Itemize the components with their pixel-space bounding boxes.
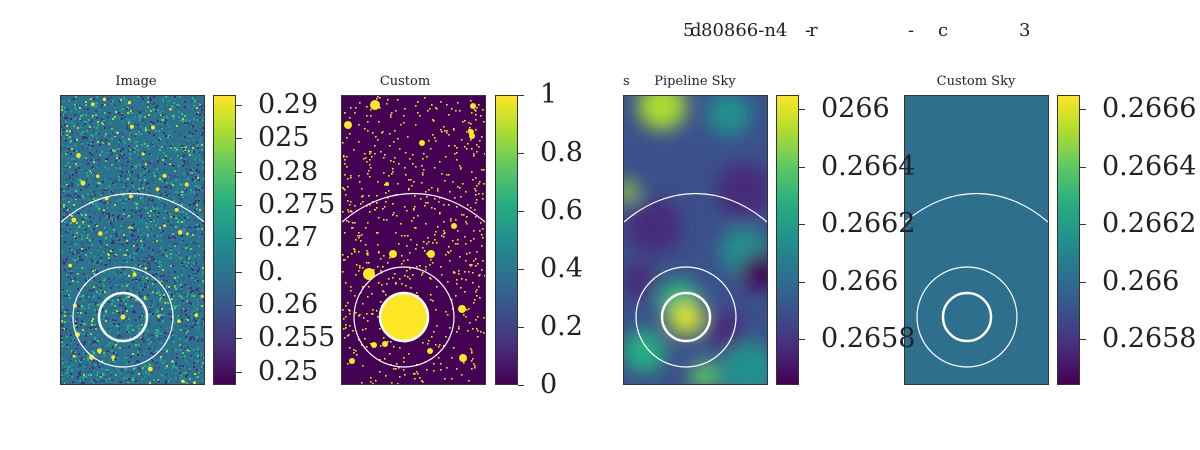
colorbar-custom-sky [1057, 95, 1080, 385]
colorbar-tick-label: 0.2666 [1102, 93, 1197, 125]
outer-annulus-arc [905, 192, 1048, 223]
custom-mask-panel [341, 95, 486, 385]
figure-title-fragment: - [908, 20, 915, 41]
figure-title-fragment: 3 [1019, 20, 1031, 41]
aperture-circle [378, 291, 430, 343]
colorbar-tick-label: 0266 [821, 93, 890, 125]
colorbar-tick [518, 211, 524, 212]
annulus-circle [635, 266, 737, 368]
figure-title-fragment: - [805, 20, 812, 41]
panel-title-pipeline-sky: Pipeline Sky [654, 74, 736, 89]
colorbar-tick-label: 0 [540, 369, 558, 400]
colorbar-tick [518, 269, 524, 270]
colorbar-tick-label: 0.6 [540, 195, 583, 226]
custom-sky-panel [904, 95, 1049, 385]
colorbar-tick-label: 0.29 [258, 89, 319, 120]
sky-variations [624, 96, 767, 384]
pipeline-sky-panel [623, 95, 768, 385]
colorbar-tick [799, 282, 805, 283]
colorbar-tick-label: 0.2658 [1102, 323, 1197, 355]
colorbar-pipeline-sky [776, 95, 799, 385]
figure-title-fragment: r [809, 20, 818, 41]
colorbar-tick-label: 0.25 [258, 355, 319, 387]
colorbar-tick [518, 153, 524, 154]
colorbar-tick [236, 338, 242, 339]
panel-title-image: Image [115, 74, 157, 89]
colorbar-tick [518, 385, 524, 386]
colorbar-tick [518, 327, 524, 328]
colorbar-tick [236, 272, 242, 273]
outer-annulus-arc [61, 192, 204, 223]
panel-title-prefix: s [623, 74, 630, 89]
colorbar-tick [1080, 339, 1086, 340]
colorbar-tick-label: 025 [258, 122, 310, 154]
annulus-circle [72, 266, 174, 368]
colorbar-tick-label: 0.266 [1102, 265, 1180, 297]
colorbar-tick [799, 224, 805, 225]
annulus-circle [916, 266, 1018, 368]
colorbar-tick-label: 0.2658 [821, 323, 916, 355]
colorbar-tick [1080, 109, 1086, 110]
colorbar-tick [1080, 224, 1086, 225]
colorbar-tick-label: 0.28 [258, 155, 319, 187]
flat-sky-background [905, 96, 1048, 384]
colorbar-tick-label: 0.27 [258, 222, 319, 254]
mask-background [342, 96, 485, 384]
colorbar-tick-label: 0.2664 [1102, 150, 1197, 182]
colorbar-tick-label: 0.255 [258, 322, 336, 354]
image-panel [60, 95, 205, 385]
figure-title-fragment: 5 [683, 20, 695, 41]
colorbar-tick-label: 0.8 [540, 137, 583, 168]
annulus-circle [353, 266, 455, 368]
colorbar-tick [236, 372, 242, 373]
colorbar-tick-label: 0. [258, 255, 284, 287]
colorbar-tick-label: 0.2662 [821, 208, 916, 240]
colorbar-tick [236, 238, 242, 239]
colorbar-tick [518, 95, 524, 96]
colorbar-tick-label: 0.26 [258, 289, 319, 320]
colorbar-tick [236, 172, 242, 173]
mask-pixels [342, 96, 485, 384]
colorbar-image [213, 95, 236, 385]
figure-title-fragment: d [690, 20, 702, 41]
colorbar-custom [495, 95, 518, 385]
colorbar-tick [799, 109, 805, 110]
central-source [120, 314, 126, 320]
colorbar-tick [236, 205, 242, 206]
figure-title-fragment: 80866-n4 [701, 20, 788, 41]
colorbar-tick-label: 0.275 [258, 189, 336, 220]
outer-annulus-arc [624, 192, 767, 223]
masked-sources [344, 100, 476, 364]
colorbar-tick-label: 0.266 [821, 265, 899, 297]
aperture-circle [97, 291, 149, 343]
colorbar-tick-label: 0.2662 [1102, 208, 1197, 240]
colorbar-tick-label: 0.4 [540, 253, 583, 284]
colorbar-tick [799, 167, 805, 168]
panel-title-custom-sky: Custom Sky [936, 74, 1016, 89]
outer-annulus-arc [342, 192, 485, 223]
aperture-circle [660, 291, 712, 343]
colorbar-tick [1080, 167, 1086, 168]
aperture-circle [941, 291, 993, 343]
panel-title-custom: Custom [379, 74, 431, 89]
colorbar-tick [236, 305, 242, 306]
figure-title-fragment: c [938, 20, 949, 41]
colorbar-tick [799, 339, 805, 340]
colorbar-tick [1080, 282, 1086, 283]
colorbar-tick [236, 105, 242, 106]
masked-central-source [379, 292, 429, 342]
noise-pixels [61, 96, 204, 384]
colorbar-tick-label: 1 [540, 79, 558, 110]
colorbar-tick-label: 0.2 [540, 311, 583, 342]
colorbar-tick [236, 138, 242, 139]
colorbar-tick-label: 0.2664 [821, 150, 916, 182]
